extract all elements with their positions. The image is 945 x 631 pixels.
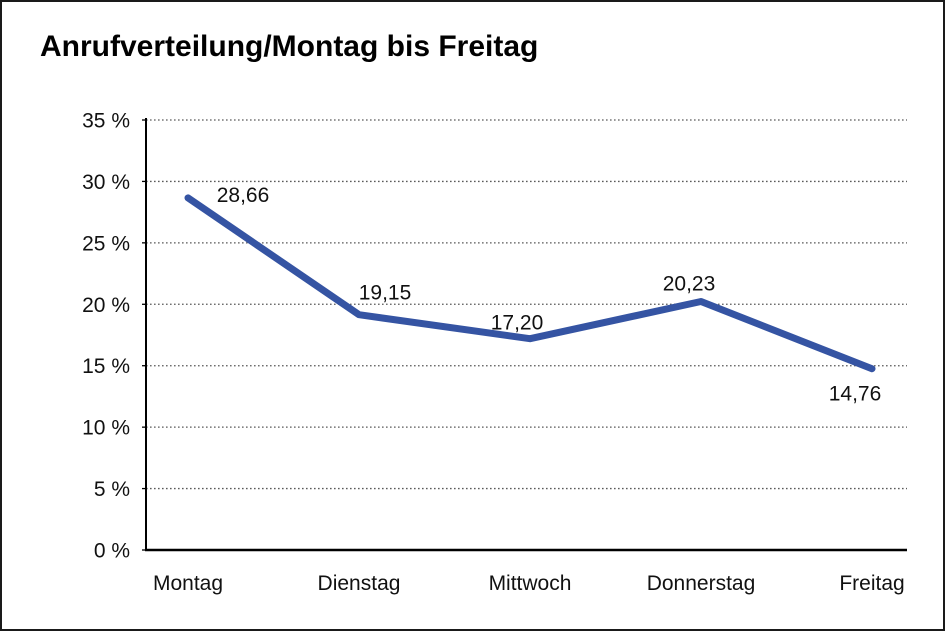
data-point-label: 19,15: [359, 282, 412, 305]
data-point-label: 28,66: [217, 184, 270, 207]
data-point-label: 17,20: [491, 312, 544, 335]
x-axis-label: Mittwoch: [489, 572, 572, 595]
chart-title: Anrufverteilung/Montag bis Freitag: [40, 30, 539, 63]
y-tick-label: 15 %: [82, 355, 130, 378]
x-axis-label: Donnerstag: [647, 572, 756, 595]
y-tick-label: 35 %: [82, 110, 130, 133]
x-axis-label: Freitag: [839, 572, 904, 595]
data-series-line: [184, 194, 876, 373]
data-point-label: 14,76: [829, 383, 882, 406]
y-tick-label: 20 %: [82, 294, 130, 317]
data-point-label: 20,23: [663, 272, 716, 295]
y-tick-label: 25 %: [82, 232, 130, 255]
y-tick-label: 10 %: [82, 417, 130, 440]
y-tick-label: 5 %: [94, 478, 130, 501]
x-axis-label: Montag: [153, 572, 223, 595]
x-axis-label: Dienstag: [318, 572, 401, 595]
y-tick-label: 30 %: [82, 171, 130, 194]
y-tick-label: 0 %: [94, 540, 130, 563]
